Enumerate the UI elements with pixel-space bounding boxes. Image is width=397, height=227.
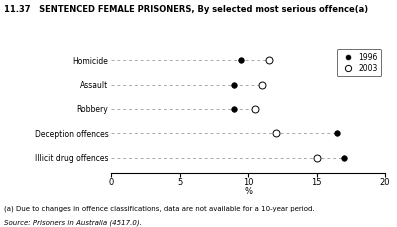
Text: (a) Due to changes in offence classifications, data are not available for a 10-y: (a) Due to changes in offence classifica… <box>4 205 314 212</box>
X-axis label: %: % <box>244 187 252 196</box>
Legend: 1996, 2003: 1996, 2003 <box>337 49 381 76</box>
Text: Source: Prisoners in Australia (4517.0).: Source: Prisoners in Australia (4517.0). <box>4 219 142 226</box>
Text: 11.37   SENTENCED FEMALE PRISONERS, By selected most serious offence(a): 11.37 SENTENCED FEMALE PRISONERS, By sel… <box>4 5 368 14</box>
